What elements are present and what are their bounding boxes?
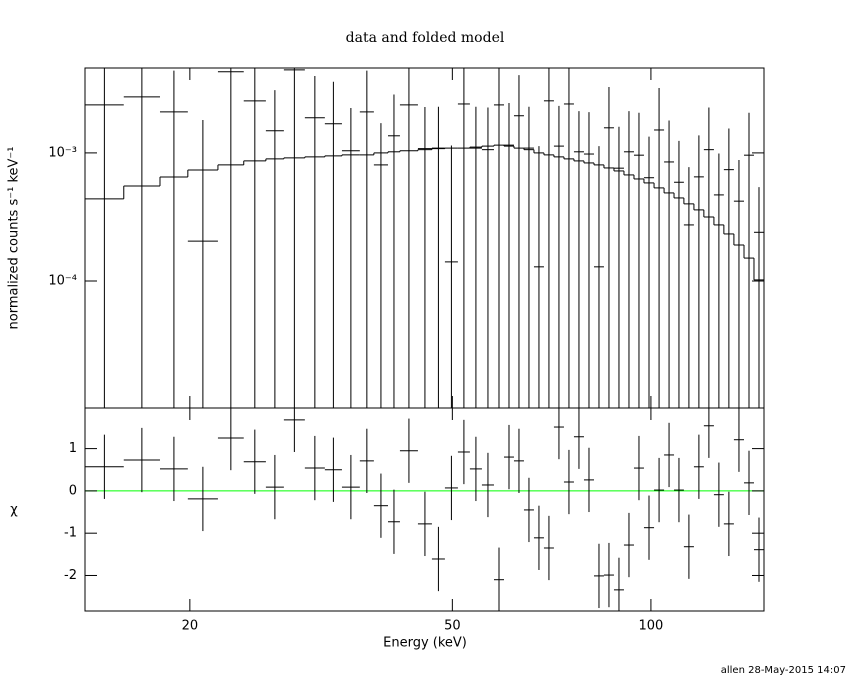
axes: 10⁻³ 10⁻⁴ -2 -1 0 1 20 50 100 bbox=[48, 68, 764, 634]
x-tick-label: 50 bbox=[444, 619, 461, 634]
chart-title: data and folded model bbox=[346, 30, 505, 46]
bottom-panel bbox=[85, 408, 764, 611]
x-tick-label: 100 bbox=[639, 619, 664, 634]
y-tick-label: 1 bbox=[69, 441, 77, 456]
y-tick-label: 10⁻³ bbox=[48, 145, 77, 160]
y-tick-label: 10⁻⁴ bbox=[48, 274, 77, 289]
footer: allen 28-May-2015 14:07 bbox=[721, 665, 846, 676]
x-tick-label: 20 bbox=[182, 619, 199, 634]
y-axis-label: χ bbox=[10, 503, 18, 518]
y-tick-label: -2 bbox=[64, 568, 77, 583]
top-panel bbox=[85, 68, 764, 408]
x-axis-label: Energy (keV) bbox=[383, 636, 467, 651]
y-axis-label: normalized counts s⁻¹ keV⁻¹ bbox=[7, 147, 22, 330]
y-tick-label: 0 bbox=[69, 483, 77, 498]
y-tick-label: -1 bbox=[64, 526, 77, 541]
